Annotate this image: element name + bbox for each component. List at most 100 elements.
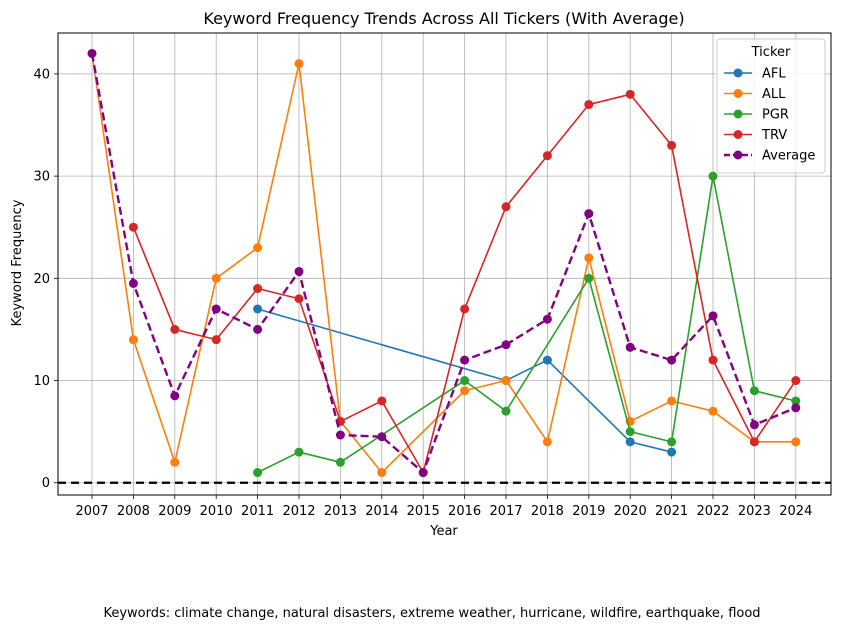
data-point-all <box>460 386 470 396</box>
x-tick-label: 2021 <box>655 504 688 519</box>
legend-label-average: Average <box>762 149 815 164</box>
data-point-afl <box>542 355 552 365</box>
x-tick-label: 2008 <box>117 504 150 519</box>
data-point-trv <box>584 100 594 110</box>
x-tick-label: 2016 <box>448 504 481 519</box>
data-point-trv <box>211 335 221 345</box>
legend-marker-afl <box>733 68 743 78</box>
y-tick-label: 40 <box>33 67 50 82</box>
data-point-average <box>128 278 138 288</box>
x-tick-label: 2014 <box>365 504 398 519</box>
data-point-all <box>542 437 552 447</box>
data-point-average <box>377 432 387 442</box>
x-tick-label: 2020 <box>614 504 647 519</box>
legend-marker-all <box>733 89 743 98</box>
data-point-average <box>335 430 345 440</box>
data-point-all <box>501 376 511 386</box>
data-point-trv <box>253 284 263 294</box>
y-tick-label: 20 <box>33 272 50 287</box>
data-point-trv <box>708 355 718 365</box>
data-point-trv <box>542 151 552 161</box>
x-axis-label: Year <box>429 524 458 539</box>
data-point-pgr <box>294 447 304 457</box>
data-point-pgr <box>501 406 511 416</box>
data-point-pgr <box>791 396 801 406</box>
data-point-average <box>667 355 677 365</box>
data-point-trv <box>460 304 470 314</box>
data-point-trv <box>667 140 677 150</box>
data-point-all <box>708 406 718 416</box>
data-point-all <box>128 335 138 345</box>
legend-label-trv: TRV <box>761 128 787 143</box>
x-tick-label: 2023 <box>738 504 771 519</box>
legend: Ticker AFL ALL PGR TRV Average <box>716 38 826 174</box>
legend-marker-pgr <box>733 109 743 119</box>
x-tick-label: 2011 <box>241 504 274 519</box>
chart-title: Keyword Frequency Trends Across All Tick… <box>203 9 684 28</box>
y-axis-label: Keyword Frequency <box>10 199 25 326</box>
keywords-caption: Keywords: climate change, natural disast… <box>103 606 761 621</box>
data-point-average <box>625 342 635 352</box>
legend-marker-trv <box>733 130 743 139</box>
data-point-average <box>791 403 801 413</box>
data-point-average <box>501 340 511 350</box>
series-line-all <box>91 53 796 474</box>
x-tick-label: 2013 <box>324 504 357 519</box>
data-point-average <box>460 355 470 365</box>
x-tick-label: 2022 <box>696 504 729 519</box>
data-point-average <box>211 304 221 314</box>
x-tick-label: 2010 <box>200 504 233 519</box>
data-point-trv <box>791 376 801 386</box>
series-layer <box>87 48 801 478</box>
legend-marker-average <box>733 150 743 160</box>
data-point-average <box>418 468 428 478</box>
series-trv <box>128 89 801 478</box>
data-point-average <box>87 48 97 58</box>
data-point-trv <box>294 294 304 304</box>
data-point-trv <box>625 89 635 99</box>
legend-label-all: ALL <box>762 87 786 102</box>
data-point-afl <box>253 304 263 314</box>
series-average <box>87 48 801 478</box>
series-pgr <box>253 171 801 478</box>
data-point-trv <box>128 222 138 232</box>
x-tick-label: 2024 <box>779 504 812 519</box>
data-point-pgr <box>749 386 759 396</box>
data-point-trv <box>377 396 387 406</box>
data-point-all <box>294 59 304 69</box>
x-tick-label: 2009 <box>158 504 191 519</box>
data-point-all <box>377 468 387 478</box>
y-tick-label: 10 <box>33 374 50 389</box>
data-point-average <box>294 266 304 276</box>
data-point-afl <box>625 437 635 447</box>
data-point-pgr <box>667 437 677 447</box>
data-point-pgr <box>708 171 718 181</box>
data-point-average <box>542 314 552 324</box>
x-tick-label: 2012 <box>282 504 315 519</box>
data-point-afl <box>667 447 677 457</box>
data-point-trv <box>501 202 511 212</box>
data-point-pgr <box>253 468 263 478</box>
data-point-all <box>170 457 180 467</box>
data-point-pgr <box>460 376 470 386</box>
data-point-average <box>749 420 759 430</box>
data-point-all <box>253 243 263 253</box>
data-point-all <box>791 437 801 447</box>
x-tick-label: 2007 <box>75 504 108 519</box>
legend-title: Ticker <box>751 45 791 60</box>
data-point-average <box>584 209 594 219</box>
y-tick-label: 30 <box>33 170 50 185</box>
x-tick-label: 2019 <box>572 504 605 519</box>
plot-frame <box>57 32 832 496</box>
y-tick-label: 0 <box>42 476 50 491</box>
x-ticks: 2007 2008 2009 2010 2011 2012 2013 2014 2015 2016… <box>75 495 812 519</box>
x-tick-label: 2015 <box>407 504 440 519</box>
data-point-average <box>708 311 718 321</box>
data-point-all <box>667 396 677 406</box>
y-ticks: 0 10 20 30 40 <box>33 67 58 491</box>
data-point-all <box>584 253 594 263</box>
data-point-average <box>253 324 263 334</box>
data-point-pgr <box>584 273 594 283</box>
data-point-average <box>170 391 180 401</box>
